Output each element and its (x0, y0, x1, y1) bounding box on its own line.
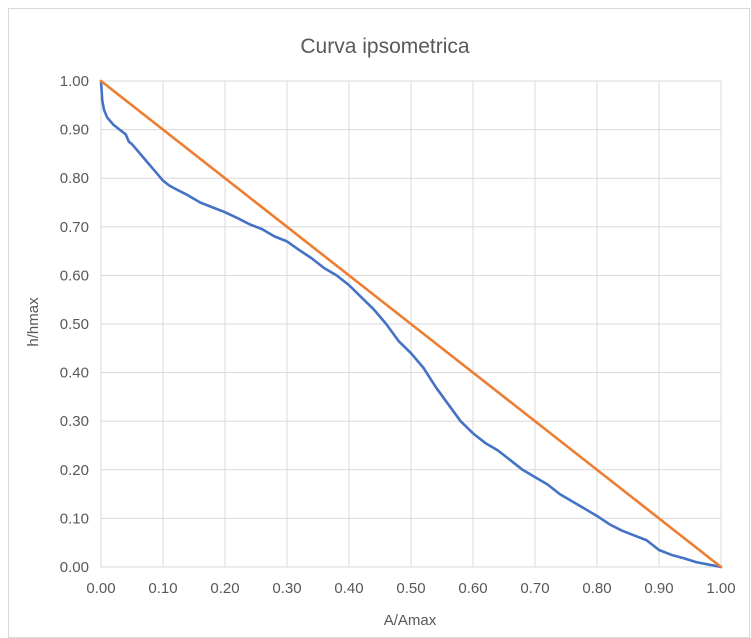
x-tick-label: 0.10 (148, 580, 177, 597)
x-tick-label: 0.60 (458, 580, 487, 597)
y-tick-label: 0.00 (60, 559, 89, 576)
x-tick-label: 0.70 (520, 580, 549, 597)
y-tick-label: 0.50 (60, 316, 89, 333)
y-tick-label: 0.20 (60, 462, 89, 479)
x-tick-label: 0.50 (396, 580, 425, 597)
y-tick-label: 0.30 (60, 413, 89, 430)
y-axis-ticks: 0.00 0.10 0.20 0.30 0.40 0.50 0.60 0.70 0.80 0.90… (60, 73, 89, 576)
x-axis-ticks: 0.00 0.10 0.20 0.30 0.40 0.50 0.60 0.70 0.80 0.90… (86, 580, 735, 597)
y-tick-label: 0.80 (60, 170, 89, 187)
x-tick-label: 0.90 (644, 580, 673, 597)
y-tick-label: 0.40 (60, 365, 89, 382)
y-axis-title: h/hmax (25, 297, 42, 347)
gridlines (100, 80, 722, 568)
x-tick-label: 0.40 (334, 580, 363, 597)
x-tick-label: 1.00 (706, 580, 735, 597)
y-tick-label: 0.70 (60, 219, 89, 236)
data-series (99, 79, 723, 569)
y-tick-label: 0.90 (60, 122, 89, 139)
x-tick-label: 0.30 (272, 580, 301, 597)
x-axis-title: A/Amax (384, 612, 437, 629)
x-tick-label: 0.80 (582, 580, 611, 597)
y-tick-label: 0.10 (60, 510, 89, 527)
hypsometric-curve-line (99, 79, 723, 569)
reference-diagonal-line (99, 79, 723, 569)
y-tick-label: 0.60 (60, 267, 89, 284)
x-tick-label: 0.00 (86, 580, 115, 597)
y-tick-label: 1.00 (60, 73, 89, 90)
chart-title: Curva ipsometrica (300, 35, 470, 58)
x-tick-label: 0.20 (210, 580, 239, 597)
